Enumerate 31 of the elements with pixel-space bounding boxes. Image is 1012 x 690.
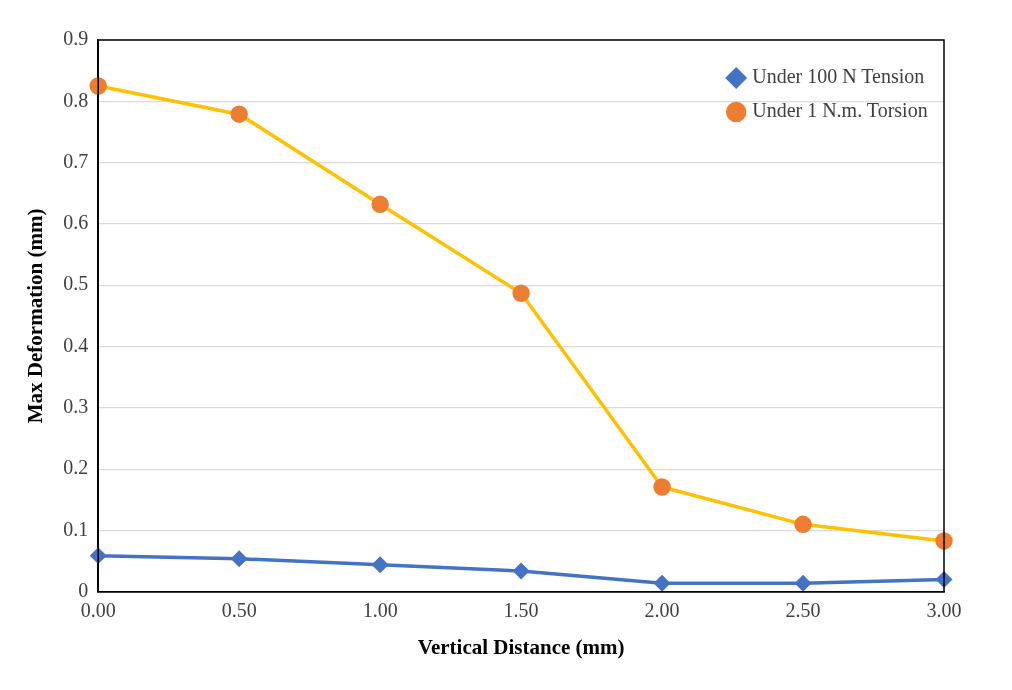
point xyxy=(653,478,671,496)
point xyxy=(231,550,247,567)
y-tick-label: 0.5 xyxy=(63,272,89,295)
y-tick-label: 0.7 xyxy=(63,149,89,172)
legend-label: Under 1 N.m. Torsion xyxy=(752,99,928,122)
legend-label: Under 100 N Tension xyxy=(752,65,925,88)
point xyxy=(794,515,812,534)
point xyxy=(512,284,530,302)
y-tick-label: 0 xyxy=(78,579,89,602)
point xyxy=(230,105,248,123)
y-tick-label: 0.3 xyxy=(63,395,89,418)
point xyxy=(513,563,529,579)
y-tick-label: 0.8 xyxy=(63,88,89,111)
y-tick-label: 0.2 xyxy=(63,456,89,479)
y-tick-label: 0.6 xyxy=(63,211,89,234)
y-tick-label: 0.4 xyxy=(63,333,89,356)
point xyxy=(371,195,389,214)
x-tick-label: 2.00 xyxy=(644,599,680,622)
x-tick-label: 2.50 xyxy=(785,599,821,622)
x-tick-label: 1.50 xyxy=(503,599,539,622)
x-axis-title: Vertical Distance (mm) xyxy=(417,634,625,659)
point xyxy=(654,575,670,591)
y-tick-label: 0.1 xyxy=(63,517,89,540)
x-tick-label: 1.00 xyxy=(362,599,398,622)
point xyxy=(372,557,388,573)
x-tick-label: 3.00 xyxy=(926,599,962,622)
y-tick-label: 0.9 xyxy=(63,27,89,50)
x-tick-label: 0.00 xyxy=(80,599,116,622)
x-tick-label: 0.50 xyxy=(221,599,257,622)
point xyxy=(795,575,811,591)
y-axis-title: Max Deformation (mm) xyxy=(23,208,48,424)
